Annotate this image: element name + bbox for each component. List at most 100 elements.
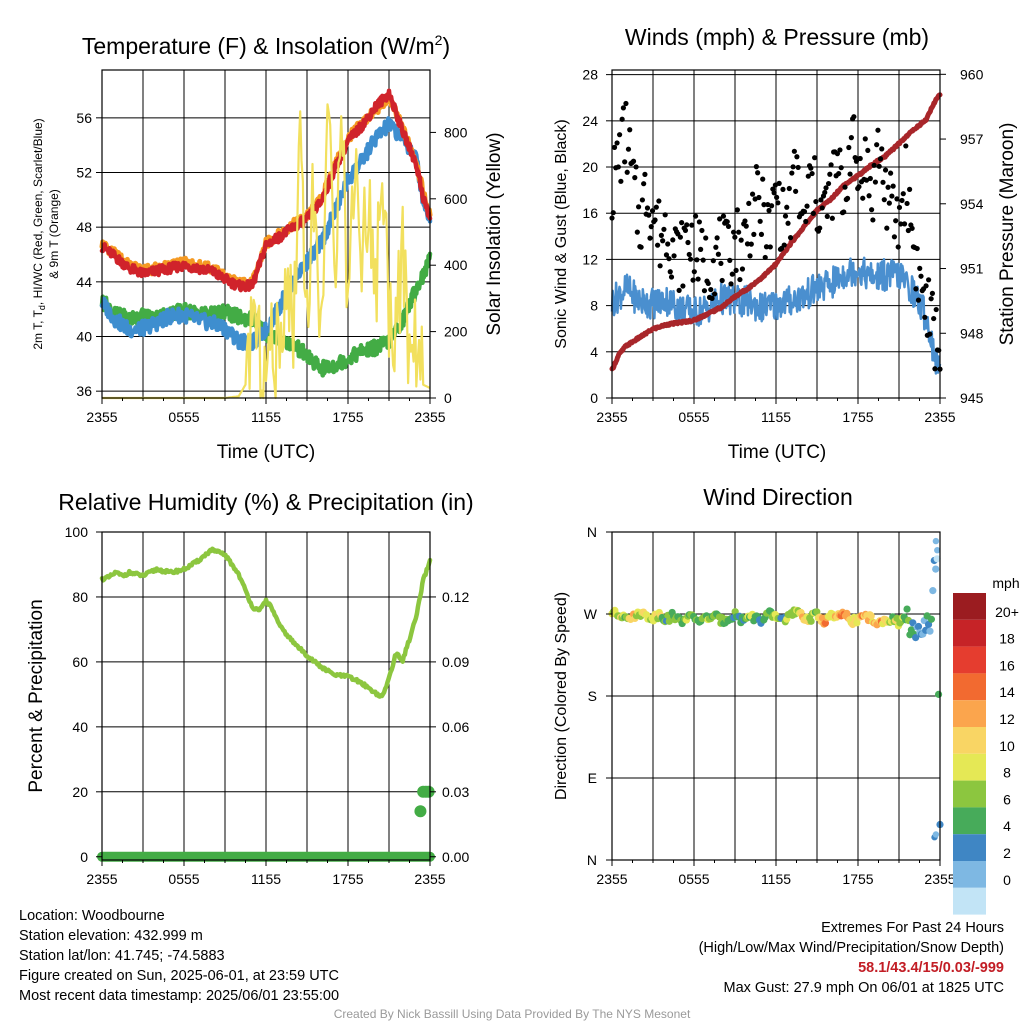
gust-point: [790, 164, 796, 170]
chart-title: Temperature (F) & Insolation (W/m2): [82, 32, 450, 59]
gust-point: [775, 200, 781, 206]
gust-point: [753, 164, 759, 170]
direction-point: [929, 587, 937, 595]
gust-point: [810, 210, 816, 217]
gust-point: [877, 156, 884, 162]
gust-point: [932, 366, 938, 372]
precip-point: [414, 805, 427, 818]
gust-point: [899, 197, 905, 204]
y-tick-label: S: [588, 688, 597, 704]
gust-point: [856, 184, 862, 190]
x-axis-label: Time (UTC): [728, 442, 827, 463]
gust-point: [836, 170, 842, 177]
gust-point: [744, 241, 751, 247]
elevation-text: Station elevation: 432.999 m: [19, 928, 203, 944]
gust-point: [794, 154, 800, 160]
gust-point: [718, 260, 724, 267]
gust-point: [703, 235, 709, 241]
gust-point: [705, 280, 711, 287]
gust-point: [842, 184, 848, 190]
gust-point: [846, 144, 852, 151]
gust-point: [700, 257, 706, 263]
y2-tick-label: 0.06: [442, 719, 469, 735]
gust-point: [860, 195, 866, 201]
colorbar-swatch: [953, 619, 986, 647]
gust-point: [838, 165, 844, 171]
y2-tick-label: 960: [960, 66, 984, 82]
gust-point: [805, 173, 811, 179]
gust-point: [872, 179, 879, 185]
gust-point: [869, 207, 875, 213]
pressure-line: [609, 92, 943, 372]
colorbar-title: mph: [992, 575, 1019, 591]
gust-point: [757, 218, 763, 224]
y-tick-label: 20: [72, 784, 88, 800]
gust-point: [649, 208, 656, 214]
extremes-values: 58.1/43.4/15/0.03/-999: [858, 960, 1004, 976]
gust-point: [667, 269, 673, 275]
gust-point: [793, 188, 799, 194]
gust-point: [795, 164, 801, 171]
gust-point: [881, 197, 887, 203]
gust-point: [886, 200, 892, 206]
gust-point: [927, 331, 933, 337]
colorbar-label: 6: [1003, 791, 1011, 807]
y-tick-label: 36: [76, 383, 92, 399]
direction-point: [932, 565, 940, 573]
direction-point: [934, 690, 943, 698]
colorbar-swatch: [953, 646, 986, 674]
gust-point: [644, 205, 651, 211]
colorbar-swatch: [953, 673, 986, 701]
gust-point: [756, 194, 762, 201]
colorbar-swatch: [953, 780, 986, 808]
gust-point: [817, 225, 823, 231]
max-gust-text: Max Gust: 27.9 mph On 06/01 at 1825 UTC: [723, 980, 1004, 996]
y2-tick-label: 200: [444, 324, 468, 340]
winds-pressure-chart: 0 4 8 12 16 20 24 28 945 948 951 954 957 960 2355 0555 1…: [553, 24, 1018, 463]
gust-point: [862, 136, 868, 142]
x-tick-label: 1155: [761, 409, 791, 425]
y-tick-label: 28: [582, 67, 598, 83]
gust-point: [876, 163, 882, 169]
wind-direction-chart: N E S W N 2355 0555 1155 1755 2355 Wind Direction D…: [553, 484, 956, 887]
gust-point: [736, 229, 742, 235]
gust-point: [719, 277, 725, 284]
gust-point: [917, 265, 923, 271]
gust-point: [848, 135, 854, 141]
gust-point: [720, 213, 727, 219]
gust-point: [611, 144, 618, 150]
gust-point: [689, 222, 695, 228]
gust-point: [782, 213, 789, 219]
y-axis-label: Percent & Precipitation: [26, 599, 47, 792]
gust-point: [692, 213, 699, 219]
y-tick-label: 0: [590, 390, 598, 406]
x-tick-label: 1155: [251, 409, 281, 425]
gust-point: [888, 170, 894, 176]
x-tick-label: 1755: [842, 409, 873, 425]
x-tick-label: 1755: [332, 871, 363, 887]
gust-point: [784, 204, 790, 210]
x-tick-label: 2355: [596, 409, 627, 425]
x-tick-label: 2355: [924, 409, 955, 425]
direction-point: [665, 617, 673, 625]
extremes-title: Extremes For Past 24 Hours: [821, 920, 1004, 936]
gust-point: [724, 219, 730, 225]
gust-point: [690, 277, 696, 283]
gust-point: [665, 241, 671, 247]
x-tick-label: 2355: [414, 409, 445, 425]
gust-point: [647, 235, 653, 241]
gust-point: [774, 194, 780, 200]
colorbar-swatch: [953, 727, 986, 754]
gust-point: [923, 283, 929, 289]
y-tick-label: 48: [76, 219, 92, 235]
gust-point: [785, 220, 791, 226]
gust-point: [763, 244, 770, 250]
y-tick-label: N: [587, 524, 597, 540]
credit-text: Created By Nick Bassill Using Data Provi…: [333, 1007, 691, 1021]
gust-point: [635, 204, 642, 210]
gust-point: [729, 271, 735, 277]
gust-point: [828, 162, 834, 168]
gust-point: [710, 258, 716, 264]
colorbar-swatch: [953, 753, 986, 781]
